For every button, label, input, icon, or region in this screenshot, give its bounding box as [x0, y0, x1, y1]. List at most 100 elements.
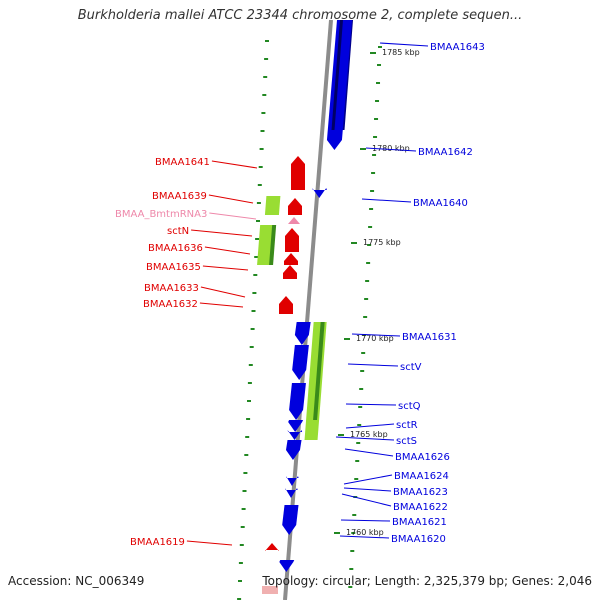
label-leader [345, 423, 395, 429]
outer-tick-mark [361, 352, 366, 354]
gene-label-left: BMAA1632 [143, 299, 198, 310]
outer-tick-mark [358, 406, 363, 408]
outer-tick-mark [374, 118, 379, 120]
inner-tick-mark [251, 310, 256, 312]
outer-tick-mark [377, 64, 382, 66]
scale-tick [351, 242, 357, 244]
gene-label-right: sctV [400, 362, 422, 373]
gene-arrow-reverse [282, 505, 299, 535]
outer-tick-mark [350, 550, 355, 552]
outer-tick-mark [352, 514, 357, 516]
label-leader [379, 42, 429, 47]
outer-tick-mark [373, 136, 378, 138]
inner-tick-mark [260, 130, 265, 132]
gene-label-right: BMAA1640 [413, 198, 468, 209]
inner-tick-mark [246, 418, 251, 420]
outer-tick-mark [364, 298, 369, 300]
feature-block-edge [313, 322, 325, 420]
label-leader [365, 147, 417, 152]
label-leader [191, 229, 253, 237]
inner-tick-mark [237, 598, 242, 600]
inner-tick-mark [257, 184, 262, 186]
outer-tick-mark [378, 46, 382, 48]
inner-tick-mark [264, 58, 269, 60]
label-leader [351, 333, 401, 337]
label-leader [341, 493, 392, 507]
label-leader [345, 403, 397, 406]
gene-arrow-reverse [312, 188, 327, 198]
outer-tick-mark [349, 568, 354, 570]
gene-arrow-forward [285, 228, 299, 252]
inner-tick-mark [238, 580, 242, 582]
label-leader [343, 487, 392, 492]
outer-tick-mark [356, 442, 361, 444]
gene-arrow-forward [283, 265, 297, 279]
label-leader [347, 363, 399, 367]
inner-tick-mark [258, 166, 263, 168]
gene-label-right: BMAA1626 [395, 452, 450, 463]
outer-tick-mark [375, 100, 380, 102]
outer-tick-mark [366, 262, 371, 264]
inner-tick-mark [265, 40, 269, 42]
outer-tick-mark [359, 388, 364, 390]
outer-tick-mark [369, 208, 374, 210]
label-leader [344, 448, 394, 457]
inner-tick-mark [262, 94, 267, 96]
gene-label-right: BMAA1643 [430, 42, 485, 53]
gene-arrow-forward [288, 198, 302, 215]
scale-label: 1780 kbp [372, 144, 410, 153]
label-leader [199, 302, 244, 308]
label-leader [202, 265, 249, 271]
gene-label-right: sctR [396, 420, 418, 431]
outer-tick-mark [360, 370, 365, 372]
outer-tick-mark [367, 244, 372, 246]
gene-label-right: BMAA1620 [391, 534, 446, 545]
outer-tick-mark [370, 190, 375, 192]
gene-arrow-forward [284, 253, 298, 265]
outer-tick-mark [351, 532, 356, 534]
inner-tick-mark [250, 328, 255, 330]
label-leader [204, 246, 251, 255]
inner-tick-mark [254, 256, 259, 258]
scale-tick [334, 532, 340, 534]
map-title: Burkholderia mallei ATCC 23344 chromosom… [77, 8, 523, 23]
partial-feature [262, 586, 278, 594]
gene-label-right: BMAA1624 [394, 471, 449, 482]
outer-tick-mark [371, 172, 376, 174]
scale-tick [338, 434, 344, 436]
accession-label: Accession: NC_006349 [8, 574, 145, 588]
inner-tick-mark [263, 76, 268, 78]
inner-tick-mark [256, 220, 260, 222]
scale-label: 1770 kbp [356, 334, 394, 343]
feature-block [264, 196, 281, 215]
scale-tick [370, 52, 376, 54]
gene-arrow-reverse [285, 440, 302, 460]
inner-tick-mark [239, 544, 244, 546]
inner-tick-mark [242, 490, 247, 492]
gene-label-left: BMAA1639 [152, 191, 207, 202]
gene-arrow-reverse [289, 383, 306, 420]
outer-tick-mark [365, 280, 370, 282]
gene-arrow-reverse [285, 488, 298, 498]
outer-tick-mark [376, 82, 381, 84]
outer-tick-mark [357, 424, 362, 426]
label-leader [339, 535, 390, 539]
inner-tick-mark [253, 274, 258, 276]
gene-label-left: BMAA1633 [144, 283, 199, 294]
feature-block [304, 322, 327, 440]
label-leader [208, 194, 254, 204]
inner-tick-mark [241, 508, 246, 510]
inner-tick-mark [238, 562, 243, 564]
gene-arrow-reverse [292, 345, 309, 380]
inner-tick-mark [243, 472, 248, 474]
scale-tick [344, 338, 350, 340]
inner-tick-mark [248, 364, 253, 366]
inner-tick-mark [249, 346, 254, 348]
label-leader [340, 519, 391, 522]
label-leader [211, 160, 258, 169]
inner-tick-mark [247, 382, 252, 384]
inner-tick-mark [244, 454, 249, 456]
gene-label-left: BMAA1635 [146, 262, 201, 273]
label-leader [343, 474, 393, 485]
